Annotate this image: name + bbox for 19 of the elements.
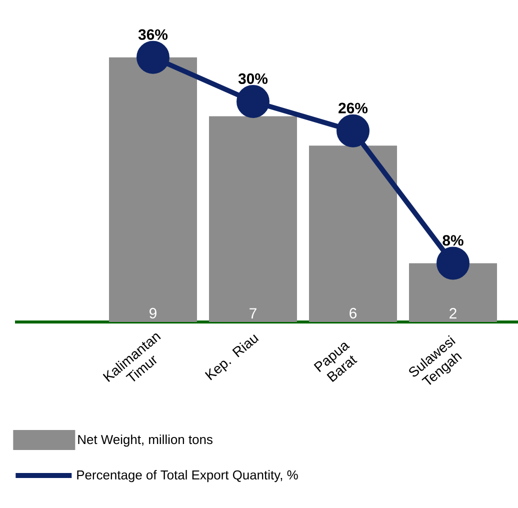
data-label: 7 — [250, 308, 256, 318]
point — [136, 40, 170, 74]
legend-label: Percentage of Total Export Quantity, % — [77, 470, 298, 482]
bar — [409, 263, 498, 322]
bar — [209, 116, 298, 322]
x-tick-label: Kep. Riau — [204, 334, 259, 380]
point — [236, 85, 270, 118]
data-label: 9 — [150, 308, 156, 318]
bar — [109, 57, 198, 322]
data-label: 8% — [442, 235, 464, 246]
data-label: 2 — [450, 308, 456, 318]
legend-label: Net Weight, million tons — [78, 434, 212, 447]
data-label: 6 — [350, 308, 357, 318]
point — [336, 114, 370, 148]
point — [436, 246, 470, 280]
data-label: 30% — [238, 73, 268, 84]
data-label: 36% — [138, 29, 168, 40]
data-label: 26% — [338, 102, 368, 114]
bar — [309, 146, 398, 322]
